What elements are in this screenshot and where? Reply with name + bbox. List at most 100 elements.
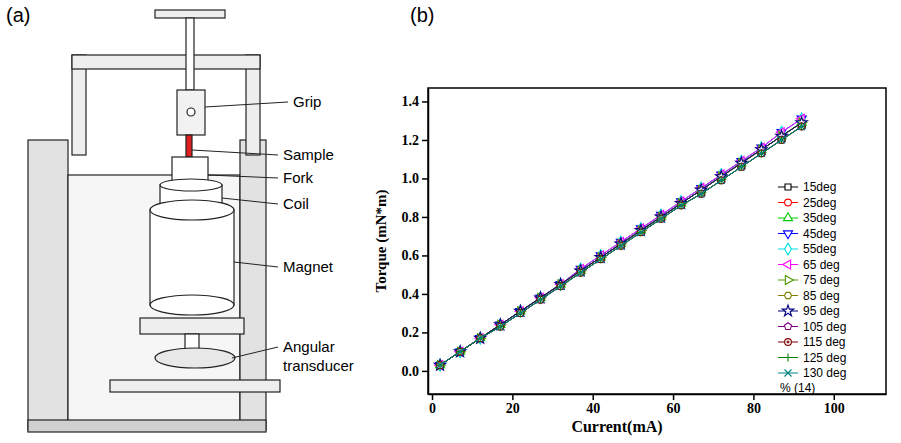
legend-label: 130 deg xyxy=(803,366,846,380)
data-point xyxy=(638,229,645,236)
legend-label: 105 deg xyxy=(803,320,846,334)
data-point xyxy=(637,228,645,236)
data-point xyxy=(678,202,685,209)
series-line xyxy=(440,126,802,365)
x-tick-label: 0 xyxy=(429,401,436,416)
y-tick-mark xyxy=(422,332,428,334)
data-point xyxy=(437,362,444,369)
data-point xyxy=(436,361,444,369)
x-tick-mark xyxy=(834,394,836,400)
part-label: Magnet xyxy=(283,258,334,275)
data-point xyxy=(597,256,604,263)
legend-marker xyxy=(785,370,792,377)
legend-entry: 15deg xyxy=(778,180,836,194)
legend-label: 25deg xyxy=(803,196,836,210)
data-point xyxy=(798,123,805,130)
data-point xyxy=(657,215,665,223)
series xyxy=(437,119,805,368)
series-line xyxy=(440,123,802,365)
legend-entry: 85 deg xyxy=(778,289,840,303)
data-point xyxy=(577,269,584,276)
x-tick-mark xyxy=(673,394,675,400)
data-point xyxy=(456,348,464,356)
legend-entry: 65 deg xyxy=(778,258,840,272)
leader-line xyxy=(222,198,278,204)
x-tick: 40 xyxy=(586,394,600,416)
data-point xyxy=(437,362,444,369)
legend-marker xyxy=(785,184,791,190)
data-point xyxy=(516,309,524,317)
series-line xyxy=(440,119,802,365)
series-line xyxy=(440,126,802,365)
data-point xyxy=(457,348,464,355)
legend-entry: 25deg xyxy=(778,196,836,210)
series-line xyxy=(440,123,802,365)
legend-label: 95 deg xyxy=(803,304,840,318)
series xyxy=(437,118,806,370)
legend-marker xyxy=(785,243,792,255)
data-point xyxy=(757,149,765,157)
y-axis: 0.00.20.40.60.81.01.21.4 xyxy=(402,89,429,395)
data-point xyxy=(658,215,665,222)
data-point xyxy=(436,361,443,368)
data-point xyxy=(537,296,544,303)
y-tick: 0.6 xyxy=(402,248,429,263)
series-line xyxy=(440,126,802,365)
data-point xyxy=(798,123,805,130)
data-point xyxy=(617,242,624,249)
knob xyxy=(155,10,225,18)
leader-line xyxy=(205,102,288,107)
data-point xyxy=(597,255,605,263)
data-point xyxy=(657,215,664,222)
leader-line xyxy=(234,262,278,267)
sample xyxy=(186,135,192,157)
legend-label: 75 deg xyxy=(803,273,840,287)
coil-top xyxy=(160,179,222,191)
data-point xyxy=(718,177,725,184)
data-point xyxy=(457,348,464,355)
legend: 15deg25deg35deg45deg55deg65 deg75 deg85 … xyxy=(778,180,846,395)
data-point xyxy=(437,362,444,369)
series xyxy=(436,120,805,369)
series xyxy=(434,117,807,370)
data-point xyxy=(758,150,765,157)
data-point xyxy=(496,323,504,331)
data-point xyxy=(497,323,504,330)
axis-line xyxy=(428,89,430,395)
y-tick-label: 0.2 xyxy=(402,325,420,340)
legend-marker xyxy=(783,260,791,269)
data-point xyxy=(557,282,564,289)
data-point xyxy=(597,255,604,262)
data-point xyxy=(617,242,624,249)
part-label: Coil xyxy=(283,195,309,212)
y-tick-mark xyxy=(422,140,428,142)
y-tick: 0.0 xyxy=(402,364,429,379)
data-point xyxy=(577,269,584,276)
legend-entry: 35deg xyxy=(778,211,836,225)
y-tick-label: 0.4 xyxy=(402,287,420,302)
data-point xyxy=(798,123,805,130)
y-tick-mark xyxy=(422,255,428,257)
magnet-top xyxy=(150,200,234,220)
legend-marker xyxy=(783,213,792,221)
housing-wall xyxy=(28,140,68,430)
data-point xyxy=(497,323,504,330)
legend-marker xyxy=(784,354,792,362)
data-point xyxy=(536,296,544,304)
data-point xyxy=(637,229,644,236)
data-point xyxy=(457,348,464,355)
data-point xyxy=(437,362,443,368)
magnet xyxy=(150,210,234,305)
series xyxy=(436,122,806,369)
data-point xyxy=(457,349,463,355)
legend-label: 125 deg xyxy=(803,351,846,365)
data-point xyxy=(677,201,685,209)
y-tick-mark xyxy=(422,217,428,219)
y-tick: 1.0 xyxy=(402,171,429,186)
plot-frame xyxy=(428,88,886,394)
x-tick: 60 xyxy=(667,394,681,416)
data-point xyxy=(698,190,705,197)
y-tick: 0.8 xyxy=(402,210,429,225)
x-tick-label: 40 xyxy=(586,401,600,416)
y-tick: 0.2 xyxy=(402,325,429,340)
